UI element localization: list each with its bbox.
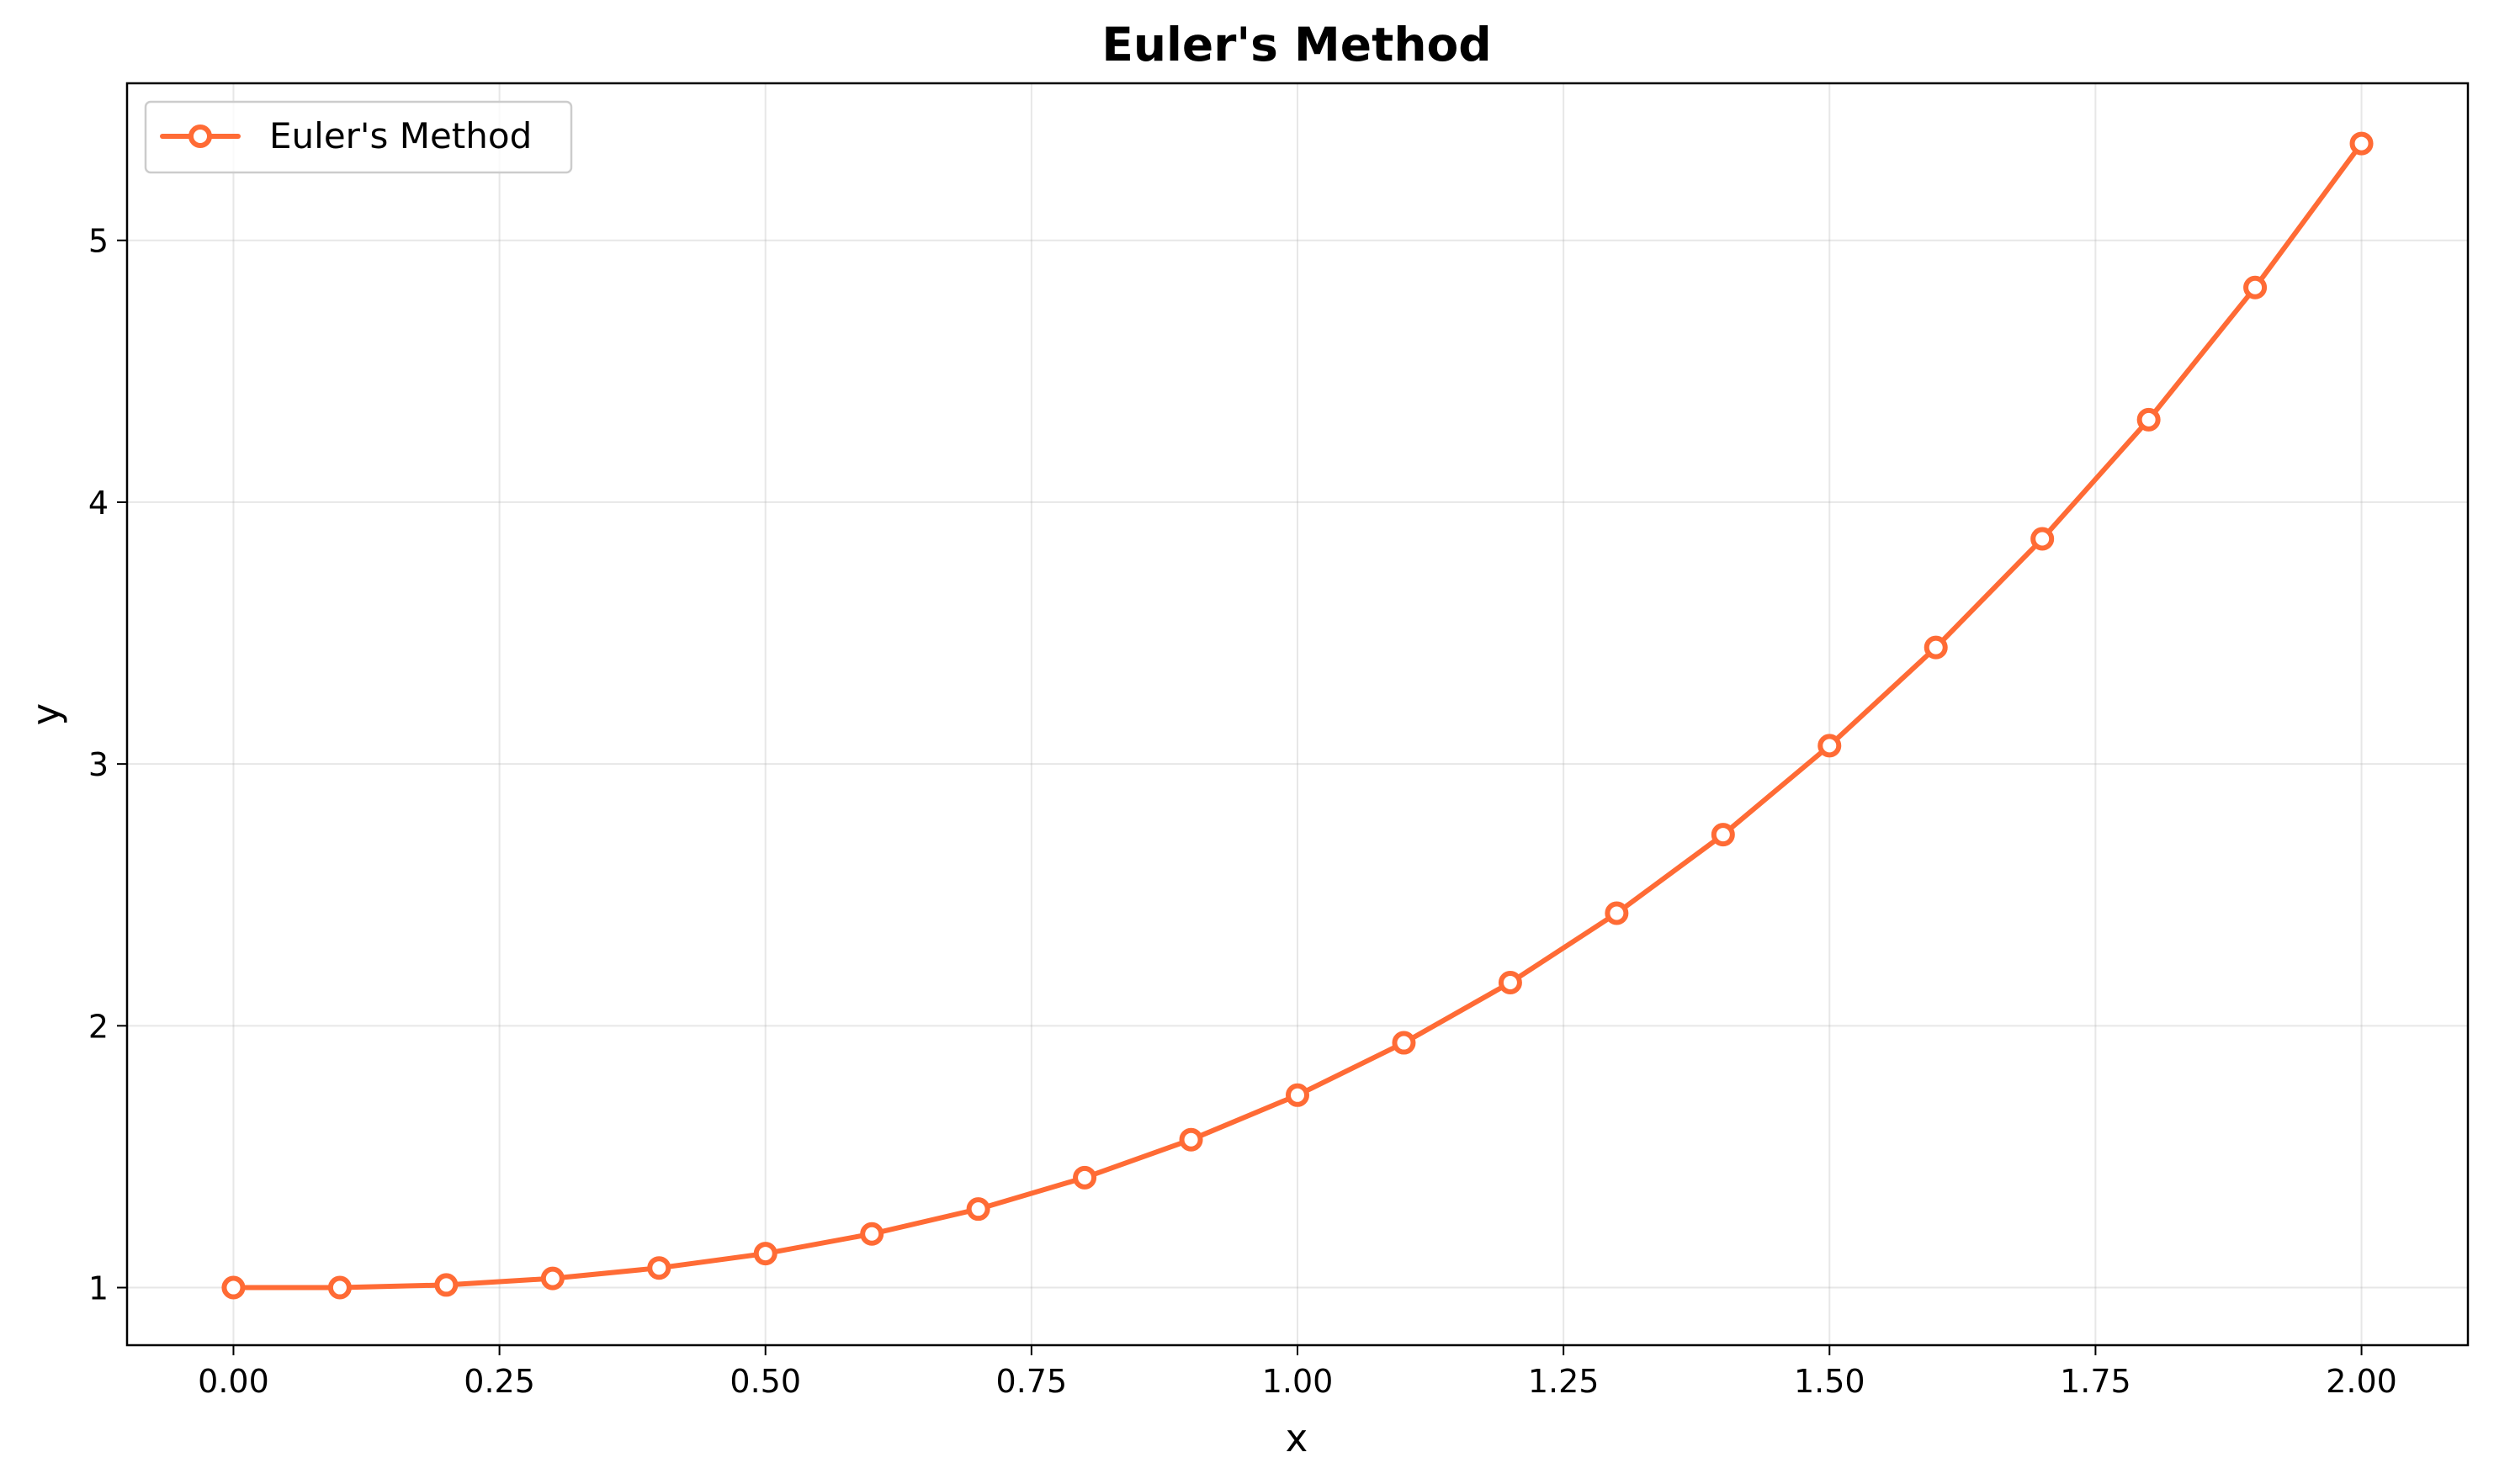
- data-point: [1817, 734, 1842, 758]
- data-point: [221, 1275, 246, 1300]
- data-point: [2243, 275, 2268, 299]
- x-tick-label: 0.00: [198, 1363, 269, 1400]
- x-tick-label: 1.75: [2060, 1363, 2131, 1400]
- y-tick-label: 4: [88, 485, 109, 522]
- y-tick-label: 2: [88, 1008, 109, 1045]
- x-tick-label: 0.75: [996, 1363, 1068, 1400]
- data-point: [1498, 970, 1522, 994]
- x-tick-label: 1.50: [1794, 1363, 1865, 1400]
- x-tick-label: 1.25: [1528, 1363, 1600, 1400]
- data-point: [327, 1275, 352, 1300]
- series-layer: [221, 131, 2374, 1300]
- y-axis-label: y: [24, 703, 68, 726]
- y-tick-label: 3: [88, 746, 109, 783]
- x-axis-label: x: [1286, 1416, 1308, 1460]
- legend: Euler's Method: [144, 100, 573, 174]
- data-point: [434, 1273, 459, 1297]
- y-tick-label: 5: [88, 223, 109, 260]
- data-point: [540, 1266, 565, 1291]
- data-point: [1924, 635, 1948, 660]
- y-tick-label: 1: [88, 1270, 109, 1307]
- data-point: [2136, 407, 2161, 432]
- data-point: [1286, 1083, 1309, 1107]
- legend-box: [144, 100, 573, 174]
- plot-frame: [125, 82, 2470, 1347]
- legend-marker-sample: [188, 125, 212, 148]
- data-point: [1179, 1127, 1203, 1152]
- data-point: [1605, 901, 1629, 925]
- data-point: [1073, 1165, 1097, 1190]
- x-tick-label: 0.50: [730, 1363, 801, 1400]
- x-tick-label: 1.00: [1262, 1363, 1334, 1400]
- legend-label: Euler's Method: [269, 115, 532, 156]
- data-point: [753, 1242, 777, 1266]
- data-point: [1392, 1031, 1416, 1055]
- axis-ticks: 0.00 0.25 0.50 0.75 1.00 1.25 1.50 1.75 2.00 1 2 3 4…: [88, 223, 2397, 1400]
- data-point: [647, 1256, 671, 1280]
- data-point: [2030, 527, 2055, 551]
- chart-title: Euler's Method: [1101, 18, 1491, 72]
- x-tick-label: 0.25: [464, 1363, 535, 1400]
- data-point: [2349, 131, 2374, 156]
- x-tick-label: 2.00: [2326, 1363, 2397, 1400]
- data-point: [860, 1222, 884, 1246]
- data-point: [966, 1197, 990, 1222]
- data-point: [1711, 823, 1735, 847]
